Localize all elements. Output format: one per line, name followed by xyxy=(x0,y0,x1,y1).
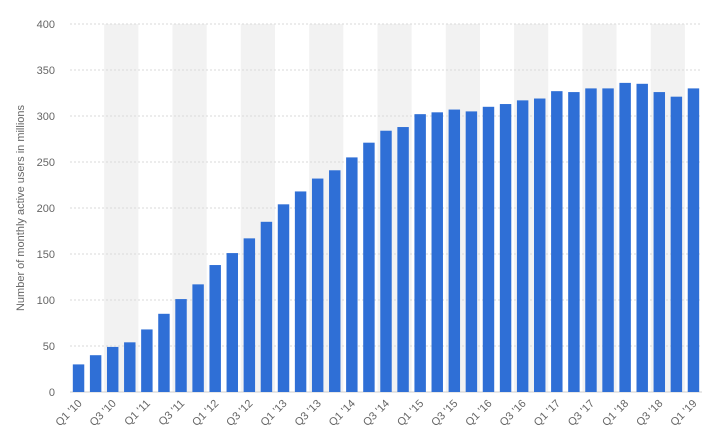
bar[interactable]: Q2 '10: 40 xyxy=(89,355,102,392)
bar[interactable]: Q1 '17: 327 xyxy=(551,91,563,392)
y-tick-label: 100 xyxy=(37,295,55,307)
bar[interactable]: Q4 '14: 288 xyxy=(397,127,409,392)
bar[interactable]: Q3 '14: 284 xyxy=(380,130,392,392)
y-tick-label: 400 xyxy=(37,19,55,31)
bar[interactable]: Q1 '12: 138 xyxy=(209,265,221,392)
y-tick-label: 0 xyxy=(49,387,55,399)
bar[interactable]: Q1 '11: 68 xyxy=(141,329,153,392)
bar[interactable]: Q4 '16: 319 xyxy=(534,98,546,393)
bar[interactable]: Q2 '14: 271 xyxy=(363,142,375,392)
x-tick-label: Q3 '12 xyxy=(224,398,255,429)
bar[interactable]: Q1 '10: 30 xyxy=(72,364,85,392)
x-tick-label: Q1 '15 xyxy=(395,398,426,429)
bar[interactable]: Q2 '17: 326 xyxy=(568,92,580,392)
y-tick-label: 350 xyxy=(37,65,55,77)
bar[interactable]: Q1 '18: 336 xyxy=(619,82,631,392)
bar[interactable]: Q3 '12: 167 xyxy=(243,238,256,392)
y-axis-title: Number of monthly active users in millio… xyxy=(15,104,27,311)
x-tick-label: Q3 '18 xyxy=(634,398,665,429)
bars: Q1 '10: 30 Q2 '10: 40 Q3 '10: 49 Q4 '10: 54… xyxy=(72,82,700,393)
bar[interactable]: Q4 '10: 54 xyxy=(124,342,136,392)
x-tick-label: Q3 '14 xyxy=(361,398,392,429)
x-tick-label: Q1 '13 xyxy=(258,398,289,429)
bar[interactable]: Q2 '16: 313 xyxy=(499,104,512,392)
bar[interactable]: Q3 '10: 49 xyxy=(106,346,119,392)
y-tick-label: 300 xyxy=(37,111,55,123)
bar[interactable]: Q3 '18: 326 xyxy=(653,92,666,392)
bar[interactable]: Q2 '15: 304 xyxy=(431,112,443,392)
x-tick-label: Q1 '12 xyxy=(190,398,221,429)
background-band xyxy=(104,24,139,392)
x-tick-label: Q3 '15 xyxy=(429,398,460,429)
y-tick-label: 50 xyxy=(43,341,55,353)
x-tick-label: Q3 '13 xyxy=(293,398,324,429)
x-tick-label: Q1 '11 xyxy=(122,398,153,429)
bar[interactable]: Q1 '19: 330 xyxy=(687,88,700,393)
bar[interactable]: Q4 '12: 185 xyxy=(260,221,273,392)
y-tick-label: 200 xyxy=(37,203,55,215)
y-tick-label: 250 xyxy=(37,157,55,169)
bar[interactable]: Q3 '15: 307 xyxy=(448,109,461,392)
bar[interactable]: Q3 '16: 317 xyxy=(516,100,529,393)
x-tick-label: Q3 '10 xyxy=(88,398,119,429)
bar[interactable]: Q4 '17: 330 xyxy=(602,88,614,393)
x-tick-label: Q1 '14 xyxy=(327,398,358,429)
x-tick-label: Q3 '11 xyxy=(157,398,188,429)
bar[interactable]: Q1 '15: 302 xyxy=(414,114,426,392)
bar[interactable]: Q4 '18: 321 xyxy=(670,96,683,393)
x-tick-label: Q3 '17 xyxy=(566,398,597,429)
x-tick-label: Q1 '17 xyxy=(532,398,563,429)
bar[interactable]: Q4 '13: 241 xyxy=(329,170,341,392)
bar[interactable]: Q2 '11: 85 xyxy=(158,313,170,392)
bar[interactable]: Q1 '14: 255 xyxy=(346,157,358,392)
bar[interactable]: Q1 '13: 204 xyxy=(277,204,290,392)
y-axis-tick-labels: 0 50 100 150 200 250 300 350 400 xyxy=(37,19,55,399)
x-axis-tick-labels: Q1 '10 Q3 '10 Q1 '11 Q3 '11 Q1 '12 Q3 '12 Q1 '… xyxy=(53,398,699,429)
x-tick-label: Q3 '16 xyxy=(498,398,529,429)
y-tick-label: 150 xyxy=(37,249,55,261)
x-tick-label: Q1 '18 xyxy=(600,398,631,429)
bar[interactable]: Q1 '16: 310 xyxy=(482,106,495,393)
bar[interactable]: Q2 '12: 151 xyxy=(226,253,238,392)
bar[interactable]: Q2 '18: 335 xyxy=(636,83,648,393)
x-tick-label: Q1 '16 xyxy=(463,398,494,429)
x-tick-label: Q1 '10 xyxy=(53,398,84,429)
bar[interactable]: Q3 '13: 232 xyxy=(311,178,324,392)
bar[interactable]: Q3 '11: 101 xyxy=(175,299,187,392)
bar[interactable]: Q4 '15: 305 xyxy=(465,111,478,393)
bar[interactable]: Q2 '13: 218 xyxy=(294,191,307,392)
x-tick-label: Q1 '19 xyxy=(668,398,699,429)
bar[interactable]: Q4 '11: 117 xyxy=(192,284,204,392)
bar[interactable]: Q3 '17: 330 xyxy=(585,88,597,393)
